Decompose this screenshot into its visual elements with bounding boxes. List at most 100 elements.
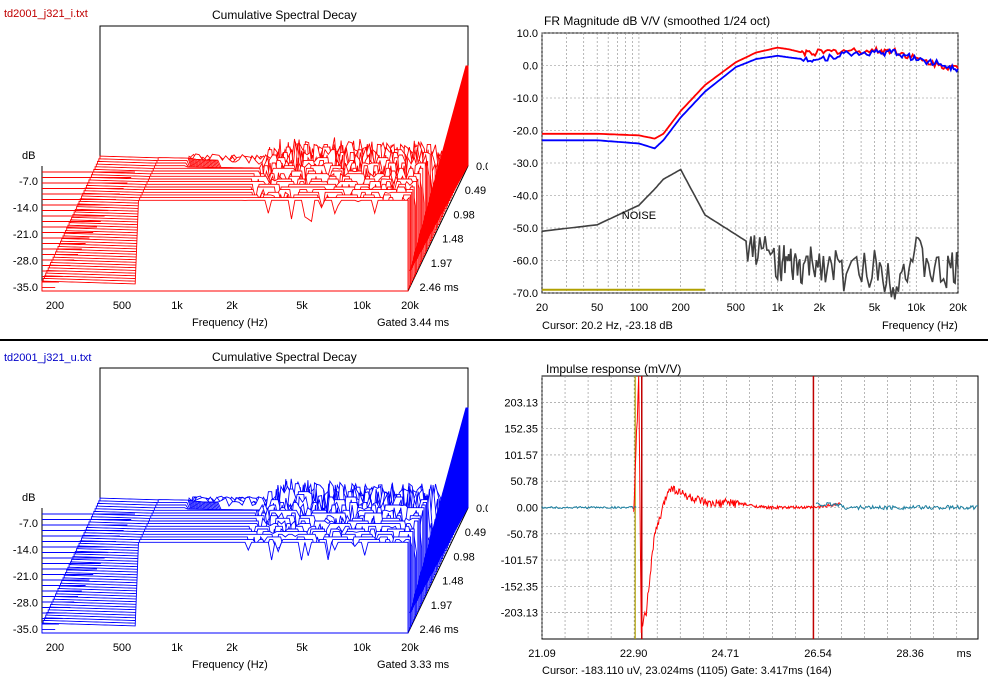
freq-tick-label: 1k [171, 300, 183, 312]
y-tick-label: 152.35 [504, 424, 538, 436]
x-axis-label: Frequency (Hz) [192, 317, 268, 329]
y-tick-label: -50.78 [507, 529, 538, 541]
csd-file-name: td2001_j321_i.txt [4, 8, 88, 20]
time-tick-label: 0.0 [476, 161, 488, 173]
panel-separator [0, 339, 988, 341]
db-tick-label: -7.0 [19, 518, 38, 530]
time-tick-label: 1.48 [442, 576, 463, 588]
x-tick-label: 50 [591, 302, 603, 314]
x-tick-label: 1k [772, 302, 784, 314]
csd-panel-top: td2001_j321_i.txt Cumulative Spectral De… [0, 0, 488, 338]
time-tick-label: 0.98 [453, 551, 474, 563]
x-tick-label: 22.90 [620, 648, 648, 660]
time-tick-label: 2.46 ms [420, 624, 460, 636]
csd-panel-bottom: td2001_j321_u.txt Cumulative Spectral De… [0, 342, 488, 680]
freq-tick-label: 200 [46, 300, 64, 312]
time-tick-label: 0.49 [465, 185, 486, 197]
freq-tick-label: 2k [226, 300, 238, 312]
ir-cursor-readout: Cursor: -183.110 uV, 23.024ms (1105) Gat… [542, 665, 832, 677]
decay-slice [41, 199, 409, 292]
time-tick-label: 0.49 [465, 527, 486, 539]
side-fill [409, 65, 469, 272]
x-tick-label: 100 [630, 302, 648, 314]
db-tick-label: -28.0 [13, 598, 38, 610]
db-axis-label: dB [22, 150, 35, 162]
freq-tick-label: 200 [46, 642, 64, 654]
csd-file-name: td2001_j321_u.txt [4, 352, 92, 364]
x-axis-label: Frequency (Hz) [192, 659, 268, 671]
db-tick-label: -14.0 [13, 203, 38, 215]
x-tick-label: 28.36 [896, 648, 924, 660]
x-tick-label: 24.71 [712, 648, 740, 660]
y-tick-label: 0.00 [517, 503, 538, 515]
time-tick-label: 1.97 [431, 258, 452, 270]
freq-tick-label: 5k [296, 300, 308, 312]
x-unit-label: ms [957, 648, 972, 660]
y-tick-label: -20.0 [513, 126, 538, 138]
ir-gated-signal [633, 375, 841, 633]
y-tick-label: -152.35 [501, 581, 538, 593]
x-axis-label: Frequency (Hz) [882, 320, 958, 332]
csd-title: Cumulative Spectral Decay [212, 350, 357, 364]
time-tick-label: 0.0 [476, 503, 488, 515]
x-tick-label: 26.54 [804, 648, 832, 660]
freq-tick-label: 10k [353, 300, 371, 312]
y-tick-label: 101.57 [504, 450, 538, 462]
y-tick-label: 10.0 [517, 28, 538, 40]
y-tick-label: 203.13 [504, 397, 538, 409]
csd-side-edge [407, 507, 469, 634]
csd-plot: dB -7.0 -14.0 -21.0 -28.0 -35.0 200 500 1k 2k 5k 10… [13, 25, 488, 312]
y-tick-label: -50.0 [513, 223, 538, 235]
time-tick-label: 2.46 ms [420, 282, 460, 294]
freq-tick-label: 1k [171, 642, 183, 654]
csd-plot: dB -7.0 -14.0 -21.0 -28.0 -35.0 200 500 1k 2k 5k 10… [13, 367, 488, 654]
time-tick-label: 0.98 [453, 209, 474, 221]
freq-tick-label: 20k [401, 642, 419, 654]
freq-tick-label: 500 [113, 300, 131, 312]
db-tick-label: -28.0 [13, 256, 38, 268]
time-tick-label: 1.48 [442, 234, 463, 246]
time-tick-label: 1.97 [431, 600, 452, 612]
x-tick-label: 20 [536, 302, 548, 314]
fr-cursor-readout: Cursor: 20.2 Hz, -23.18 dB [542, 320, 673, 332]
x-tick-label: 200 [671, 302, 689, 314]
db-tick-label: -21.0 [13, 229, 38, 241]
db-tick-label: -35.0 [13, 624, 38, 636]
y-tick-label: -70.0 [513, 288, 538, 300]
csd-side-edge [407, 165, 469, 292]
side-fill [409, 407, 469, 614]
gated-text: Gated 3.44 ms [377, 317, 450, 329]
freq-tick-label: 2k [226, 642, 238, 654]
fr-title: FR Magnitude dB V/V (smoothed 1/24 oct) [544, 14, 771, 28]
y-tick-label: -60.0 [513, 256, 538, 268]
y-tick-label: -40.0 [513, 191, 538, 203]
fr-panel: FR Magnitude dB V/V (smoothed 1/24 oct) … [490, 0, 988, 338]
noise-label: NOISE [622, 210, 656, 222]
db-tick-label: -21.0 [13, 571, 38, 583]
fr-plot: 10.0 0.0 -10.0 -20.0 -30.0 -40.0 -50.0 -60.0 -70… [513, 28, 967, 314]
db-tick-label: -7.0 [19, 176, 38, 188]
db-axis-label: dB [22, 492, 35, 504]
db-tick-label: -35.0 [13, 282, 38, 294]
x-tick-label: 5k [869, 302, 881, 314]
db-tick-label: -14.0 [13, 545, 38, 557]
y-tick-label: 0.0 [523, 61, 538, 73]
decay-slice [41, 540, 409, 634]
x-tick-label: 10k [907, 302, 925, 314]
freq-tick-label: 500 [113, 642, 131, 654]
gated-text: Gated 3.33 ms [377, 659, 450, 671]
y-tick-label: -10.0 [513, 93, 538, 105]
ir-post-gate [815, 501, 979, 511]
fr-series-line [541, 168, 959, 300]
ir-panel: Impulse response (mV/V) 203.13 152.35 101.… [490, 342, 988, 680]
y-tick-label: -203.13 [501, 608, 538, 620]
y-tick-label: 50.78 [510, 476, 538, 488]
x-tick-label: 500 [727, 302, 745, 314]
y-tick-label: -30.0 [513, 158, 538, 170]
fr-series-line [542, 45, 959, 140]
freq-tick-label: 10k [353, 642, 371, 654]
freq-tick-label: 5k [296, 642, 308, 654]
csd-title: Cumulative Spectral Decay [212, 8, 357, 22]
ir-title: Impulse response (mV/V) [546, 362, 682, 376]
y-tick-label: -101.57 [501, 555, 538, 567]
